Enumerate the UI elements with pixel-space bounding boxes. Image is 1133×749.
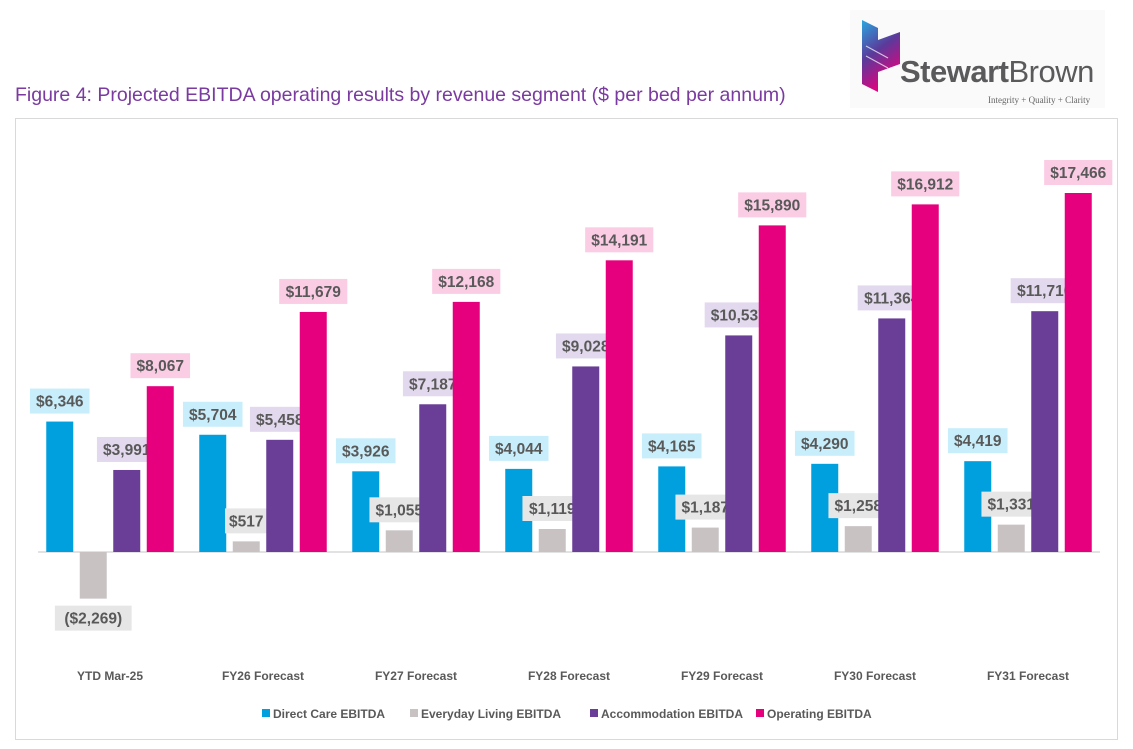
bar-direct-care-ebitda xyxy=(199,434,227,552)
data-label: $4,044 xyxy=(495,441,543,458)
category-label: FY29 Forecast xyxy=(681,669,763,683)
bar-operating-ebitda xyxy=(758,225,786,553)
bar-operating-ebitda xyxy=(605,260,633,552)
bar-operating-ebitda xyxy=(299,311,327,552)
category-label: FY27 Forecast xyxy=(375,669,457,683)
legend-item: Everyday Living EBITDA xyxy=(421,707,561,721)
bar-accommodation-ebitda xyxy=(878,318,906,552)
bar-accommodation-ebitda xyxy=(266,439,294,552)
data-label-background xyxy=(432,268,501,294)
data-label: $4,290 xyxy=(801,436,848,453)
bar-operating-ebitda xyxy=(146,386,174,552)
data-label-background xyxy=(522,495,583,521)
data-label-background xyxy=(335,438,396,464)
logo-name-bold: Stewart xyxy=(900,54,1009,89)
data-label: $4,165 xyxy=(648,438,696,455)
stewartbrown-logo: StewartBrown Integrity + Quality + Clari… xyxy=(850,10,1105,108)
category-label: YTD Mar-25 xyxy=(77,669,143,683)
data-label-background xyxy=(828,493,889,519)
data-label-background xyxy=(249,406,310,432)
data-label: $8,067 xyxy=(137,358,184,375)
data-label: $11,364 xyxy=(864,290,920,307)
bar-everyday-living-ebitda xyxy=(844,526,872,552)
bar-direct-care-ebitda xyxy=(46,421,74,552)
bar-everyday-living-ebitda xyxy=(79,552,107,599)
legend-item: Operating EBITDA xyxy=(767,707,872,721)
data-label: $7,187 xyxy=(409,376,456,393)
data-label: $6,346 xyxy=(36,394,84,411)
data-label: $11,716 xyxy=(1017,283,1073,300)
data-label-background xyxy=(96,436,157,462)
category-label: FY31 Forecast xyxy=(987,669,1069,683)
data-label-background xyxy=(130,353,191,379)
data-label-background xyxy=(402,371,463,397)
bar-everyday-living-ebitda xyxy=(232,541,260,552)
data-label-background xyxy=(369,497,430,523)
data-label: $5,458 xyxy=(256,412,304,429)
bar-accommodation-ebitda xyxy=(572,366,600,552)
data-label-background xyxy=(1044,160,1113,185)
data-label: $4,419 xyxy=(954,433,1002,450)
bar-everyday-living-ebitda xyxy=(385,530,413,552)
legend-swatch xyxy=(756,709,764,717)
category-label: FY28 Forecast xyxy=(528,669,610,683)
data-label: $1,119 xyxy=(529,501,576,518)
bar-everyday-living-ebitda xyxy=(997,524,1025,552)
bar-everyday-living-ebitda xyxy=(691,527,719,552)
data-label-background xyxy=(641,433,702,459)
data-label: ($2,269) xyxy=(64,611,122,628)
data-label: $1,331 xyxy=(988,497,1036,514)
data-label-background xyxy=(29,388,90,414)
data-label: $9,028 xyxy=(562,338,610,355)
logo-name-regular: Brown xyxy=(1008,54,1094,89)
data-label-background xyxy=(54,605,132,631)
data-label: $1,187 xyxy=(682,500,729,517)
data-label-background xyxy=(225,508,268,534)
bar-accommodation-ebitda xyxy=(1031,311,1059,552)
legend-swatch xyxy=(410,709,418,717)
data-label: $14,191 xyxy=(591,232,647,249)
data-label: $1,055 xyxy=(376,502,424,519)
data-label: $11,679 xyxy=(286,284,342,301)
data-label: $17,466 xyxy=(1050,165,1106,182)
logo-tagline: Integrity + Quality + Clarity xyxy=(988,95,1091,105)
data-label: $12,168 xyxy=(438,274,494,291)
data-label: $15,890 xyxy=(744,197,800,214)
category-label: FY26 Forecast xyxy=(222,669,304,683)
data-label: $5,704 xyxy=(189,407,237,424)
bar-operating-ebitda xyxy=(452,301,480,552)
data-label-background xyxy=(738,192,807,218)
bar-accommodation-ebitda xyxy=(113,469,141,552)
data-label: $1,258 xyxy=(835,498,883,515)
data-label: $517 xyxy=(229,513,263,530)
data-label-background xyxy=(555,333,616,359)
data-label-background xyxy=(947,428,1008,454)
data-label: $3,926 xyxy=(342,443,390,460)
chart-area xyxy=(15,118,1118,740)
logo-mark-icon xyxy=(862,20,900,92)
data-label: $10,537 xyxy=(711,307,767,324)
legend-swatch xyxy=(262,709,270,717)
data-label-background xyxy=(981,491,1042,517)
legend-swatch xyxy=(590,709,598,717)
data-label-background xyxy=(182,401,243,427)
legend-item: Direct Care EBITDA xyxy=(273,707,385,721)
data-label-background xyxy=(279,278,348,304)
data-label-background xyxy=(488,435,549,461)
legend-item: Accommodation EBITDA xyxy=(601,707,743,721)
bar-accommodation-ebitda xyxy=(725,335,753,552)
data-label-background xyxy=(794,430,855,456)
bar-operating-ebitda xyxy=(911,204,939,553)
bar-operating-ebitda xyxy=(1064,193,1092,552)
bar-accommodation-ebitda xyxy=(419,404,447,552)
category-label: FY30 Forecast xyxy=(834,669,916,683)
bar-everyday-living-ebitda xyxy=(538,528,566,552)
data-label-background xyxy=(675,494,736,520)
data-label-background xyxy=(891,171,960,197)
data-label-background xyxy=(585,227,654,253)
figure-title: Figure 4: Projected EBITDA operating res… xyxy=(15,84,786,106)
data-label: $16,912 xyxy=(897,176,953,193)
data-label: $3,991 xyxy=(103,442,151,459)
